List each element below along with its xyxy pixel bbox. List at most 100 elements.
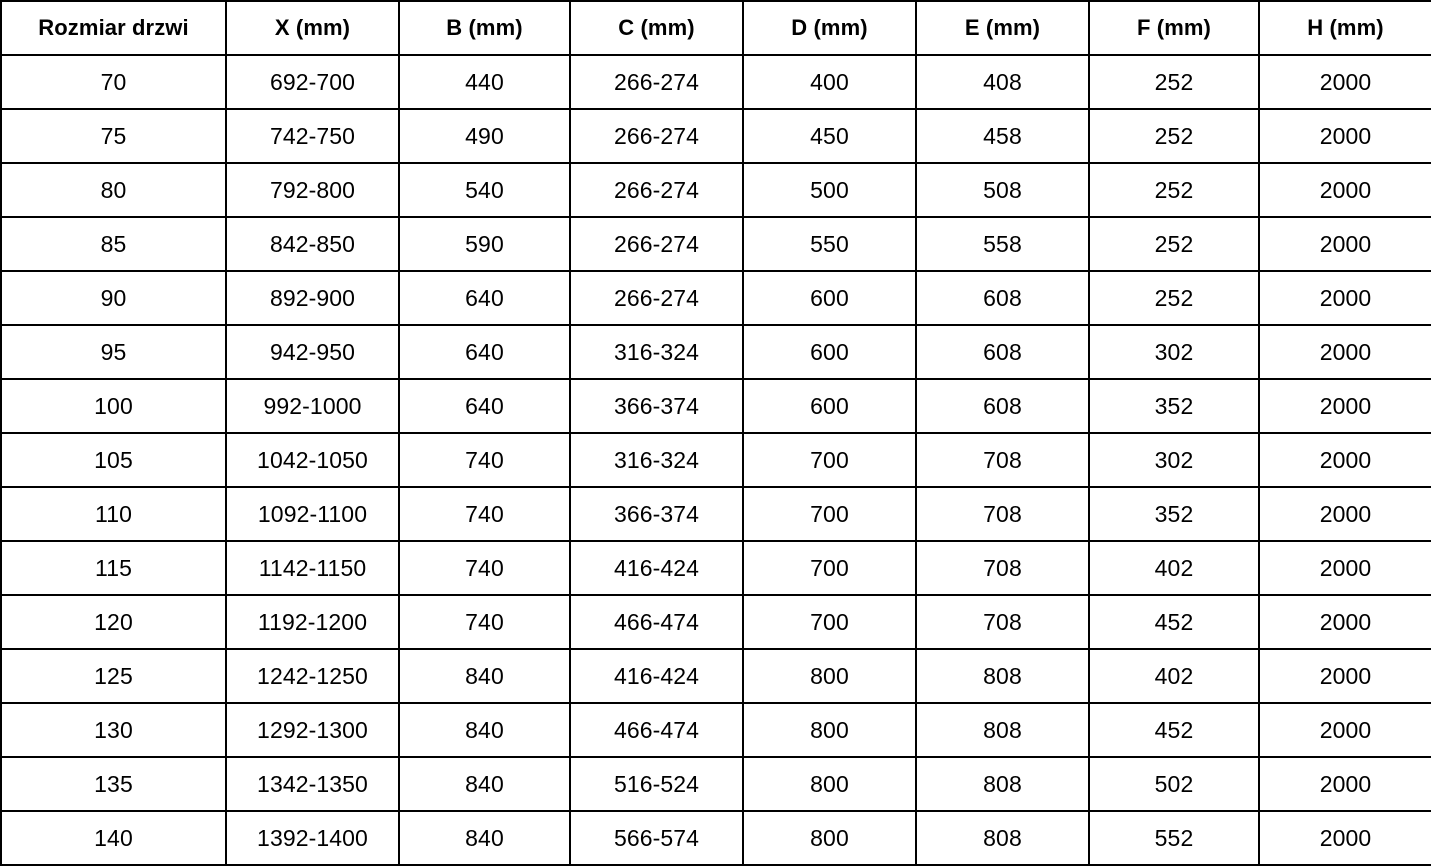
cell-x: 992-1000 (225, 378, 400, 434)
cell-e: 708 (915, 432, 1090, 488)
cell-f: 302 (1088, 324, 1260, 380)
cell-b: 740 (398, 486, 571, 542)
cell-b: 440 (398, 54, 571, 110)
cell-e: 708 (915, 486, 1090, 542)
column-header-x: X (mm) (225, 0, 400, 56)
cell-size: 75 (0, 108, 227, 164)
table-row: 125 1242-1250 840 416-424 800 808 402 2000 (0, 648, 1431, 704)
cell-size: 90 (0, 270, 227, 326)
cell-h: 2000 (1258, 540, 1431, 596)
cell-f: 452 (1088, 594, 1260, 650)
cell-d: 550 (742, 216, 917, 272)
table-row: 70 692-700 440 266-274 400 408 252 2000 (0, 54, 1431, 110)
cell-c: 366-374 (569, 486, 744, 542)
cell-b: 840 (398, 810, 571, 866)
cell-c: 316-324 (569, 432, 744, 488)
cell-b: 840 (398, 702, 571, 758)
table-row: 90 892-900 640 266-274 600 608 252 2000 (0, 270, 1431, 326)
cell-x: 842-850 (225, 216, 400, 272)
cell-e: 808 (915, 756, 1090, 812)
table-row: 100 992-1000 640 366-374 600 608 352 2000 (0, 378, 1431, 434)
cell-e: 808 (915, 648, 1090, 704)
table-body: 70 692-700 440 266-274 400 408 252 2000 75 742-75… (0, 54, 1431, 866)
cell-e: 608 (915, 324, 1090, 380)
cell-e: 608 (915, 378, 1090, 434)
cell-size: 80 (0, 162, 227, 218)
cell-x: 792-800 (225, 162, 400, 218)
cell-h: 2000 (1258, 108, 1431, 164)
cell-e: 558 (915, 216, 1090, 272)
cell-b: 490 (398, 108, 571, 164)
cell-b: 590 (398, 216, 571, 272)
cell-e: 808 (915, 810, 1090, 866)
cell-h: 2000 (1258, 594, 1431, 650)
cell-d: 800 (742, 648, 917, 704)
cell-h: 2000 (1258, 486, 1431, 542)
cell-b: 740 (398, 432, 571, 488)
column-header-c: C (mm) (569, 0, 744, 56)
cell-f: 352 (1088, 378, 1260, 434)
cell-c: 366-374 (569, 378, 744, 434)
cell-f: 252 (1088, 54, 1260, 110)
cell-size: 95 (0, 324, 227, 380)
cell-c: 516-524 (569, 756, 744, 812)
cell-e: 508 (915, 162, 1090, 218)
cell-size: 130 (0, 702, 227, 758)
table-row: 140 1392-1400 840 566-574 800 808 552 2000 (0, 810, 1431, 866)
cell-size: 125 (0, 648, 227, 704)
cell-x: 1242-1250 (225, 648, 400, 704)
cell-c: 416-424 (569, 540, 744, 596)
table-row: 75 742-750 490 266-274 450 458 252 2000 (0, 108, 1431, 164)
cell-x: 1342-1350 (225, 756, 400, 812)
cell-x: 892-900 (225, 270, 400, 326)
table-row: 105 1042-1050 740 316-324 700 708 302 2000 (0, 432, 1431, 488)
cell-d: 600 (742, 324, 917, 380)
cell-b: 640 (398, 270, 571, 326)
cell-x: 1192-1200 (225, 594, 400, 650)
cell-h: 2000 (1258, 324, 1431, 380)
cell-h: 2000 (1258, 54, 1431, 110)
cell-size: 110 (0, 486, 227, 542)
header-row: Rozmiar drzwi X (mm) B (mm) C (mm) D (mm… (0, 0, 1431, 56)
cell-x: 1092-1100 (225, 486, 400, 542)
cell-b: 640 (398, 324, 571, 380)
cell-b: 840 (398, 756, 571, 812)
cell-d: 800 (742, 810, 917, 866)
cell-f: 252 (1088, 162, 1260, 218)
cell-h: 2000 (1258, 702, 1431, 758)
cell-d: 700 (742, 432, 917, 488)
table-row: 85 842-850 590 266-274 550 558 252 2000 (0, 216, 1431, 272)
column-header-e: E (mm) (915, 0, 1090, 56)
cell-c: 466-474 (569, 702, 744, 758)
cell-x: 692-700 (225, 54, 400, 110)
cell-size: 100 (0, 378, 227, 434)
cell-f: 502 (1088, 756, 1260, 812)
cell-b: 640 (398, 378, 571, 434)
cell-h: 2000 (1258, 756, 1431, 812)
cell-d: 800 (742, 702, 917, 758)
table-row: 130 1292-1300 840 466-474 800 808 452 2000 (0, 702, 1431, 758)
cell-f: 402 (1088, 540, 1260, 596)
table-row: 135 1342-1350 840 516-524 800 808 502 2000 (0, 756, 1431, 812)
cell-f: 252 (1088, 270, 1260, 326)
cell-f: 252 (1088, 216, 1260, 272)
cell-size: 115 (0, 540, 227, 596)
cell-e: 608 (915, 270, 1090, 326)
cell-c: 566-574 (569, 810, 744, 866)
table-row: 115 1142-1150 740 416-424 700 708 402 2000 (0, 540, 1431, 596)
cell-b: 740 (398, 594, 571, 650)
cell-b: 540 (398, 162, 571, 218)
cell-e: 708 (915, 540, 1090, 596)
cell-x: 742-750 (225, 108, 400, 164)
cell-e: 808 (915, 702, 1090, 758)
cell-h: 2000 (1258, 162, 1431, 218)
cell-d: 600 (742, 378, 917, 434)
table-row: 80 792-800 540 266-274 500 508 252 2000 (0, 162, 1431, 218)
cell-d: 600 (742, 270, 917, 326)
cell-size: 85 (0, 216, 227, 272)
cell-h: 2000 (1258, 270, 1431, 326)
cell-c: 316-324 (569, 324, 744, 380)
cell-size: 140 (0, 810, 227, 866)
table-header: Rozmiar drzwi X (mm) B (mm) C (mm) D (mm… (0, 0, 1431, 56)
